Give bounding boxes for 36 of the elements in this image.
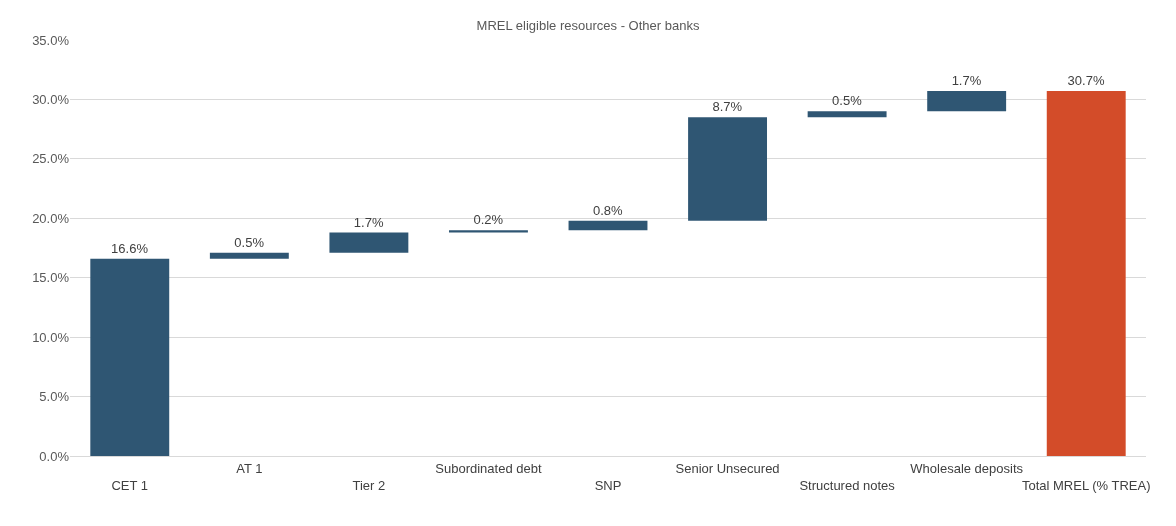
data-label: 1.7% <box>353 214 384 230</box>
x-tick-label: Structured notes <box>799 477 896 493</box>
data-label: 0.5% <box>832 93 863 109</box>
bar <box>90 258 170 456</box>
y-tick-label: 35.0% <box>32 32 70 48</box>
x-tick-label: Senior Unsecured <box>675 460 780 476</box>
bar <box>209 252 289 259</box>
y-tick-label: 20.0% <box>32 210 70 226</box>
y-tick-label: 15.0% <box>32 270 70 286</box>
bar <box>568 220 648 231</box>
x-tick-label: Subordinated debt <box>435 460 542 476</box>
y-tick-label: 10.0% <box>32 329 70 345</box>
x-tick-label: SNP <box>594 477 622 493</box>
bar <box>1046 91 1126 456</box>
data-label: 0.5% <box>234 234 265 250</box>
chart-title: MREL eligible resources - Other banks <box>476 18 700 34</box>
x-tick-label: Total MREL (% TREA) <box>1021 477 1151 493</box>
data-label: 30.7% <box>1067 73 1105 89</box>
x-tick-label: AT 1 <box>236 460 263 476</box>
bar <box>329 232 409 253</box>
y-tick-label: 25.0% <box>32 151 70 167</box>
y-tick-label: 0.0% <box>39 448 70 464</box>
bar <box>807 111 887 118</box>
x-tick-label: Tier 2 <box>352 477 386 493</box>
bar <box>688 117 768 221</box>
data-label: 8.7% <box>712 99 743 115</box>
bar <box>448 230 528 233</box>
y-tick-label: 5.0% <box>39 389 70 405</box>
x-tick-label: CET 1 <box>111 477 149 493</box>
bar <box>927 91 1007 112</box>
data-label: 0.2% <box>473 212 504 228</box>
data-label: 0.8% <box>592 202 624 218</box>
y-tick-label: 30.0% <box>32 91 70 107</box>
data-label: 16.6% <box>111 240 149 256</box>
data-label: 1.7% <box>951 73 982 89</box>
x-tick-label: Wholesale deposits <box>910 460 1024 476</box>
